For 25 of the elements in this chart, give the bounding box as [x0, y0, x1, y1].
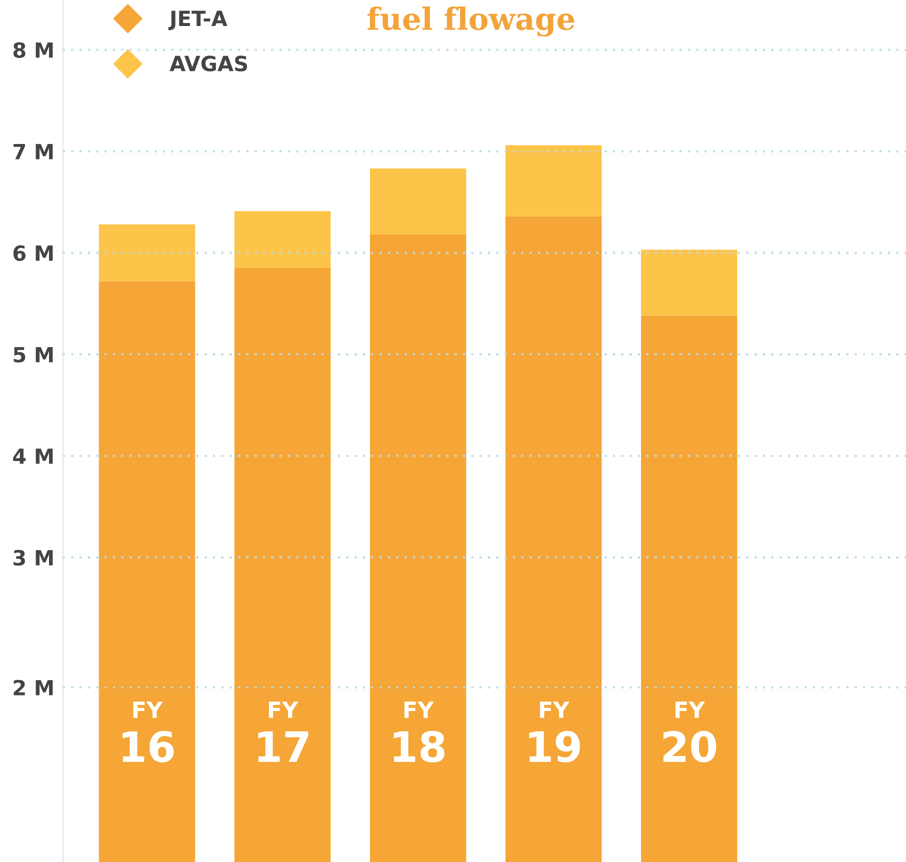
y-tick-label: 4 M: [13, 448, 53, 464]
chart-title: fuel flowage: [368, 6, 574, 37]
bar: [505, 145, 602, 216]
bar: [505, 216, 602, 862]
y-tick-label: 6 M: [13, 245, 53, 262]
x-tick-label: FY 19: [529, 702, 580, 762]
bar: [234, 211, 331, 268]
y-tick-label: 3 M: [14, 550, 53, 566]
x-tick-label: FY 18: [394, 702, 444, 762]
x-tick-label: FY 16: [122, 702, 174, 762]
bar: [370, 234, 466, 862]
bar: [98, 281, 196, 862]
y-tick-label: 7 M: [14, 144, 53, 160]
bar: [641, 316, 738, 862]
bar: [641, 250, 738, 316]
legend-label: AVGAS: [170, 56, 248, 72]
y-tick-label: 5 M: [14, 347, 53, 363]
bar: [234, 268, 331, 862]
x-tick-label: FY 20: [663, 702, 716, 762]
bar: [98, 224, 196, 282]
y-tick-label: 2 M: [14, 680, 53, 696]
y-tick-label: 8 M: [13, 42, 53, 58]
legend-label: JET-A: [168, 10, 228, 30]
x-tick-label: FY 17: [258, 702, 308, 762]
bar: [370, 168, 466, 235]
